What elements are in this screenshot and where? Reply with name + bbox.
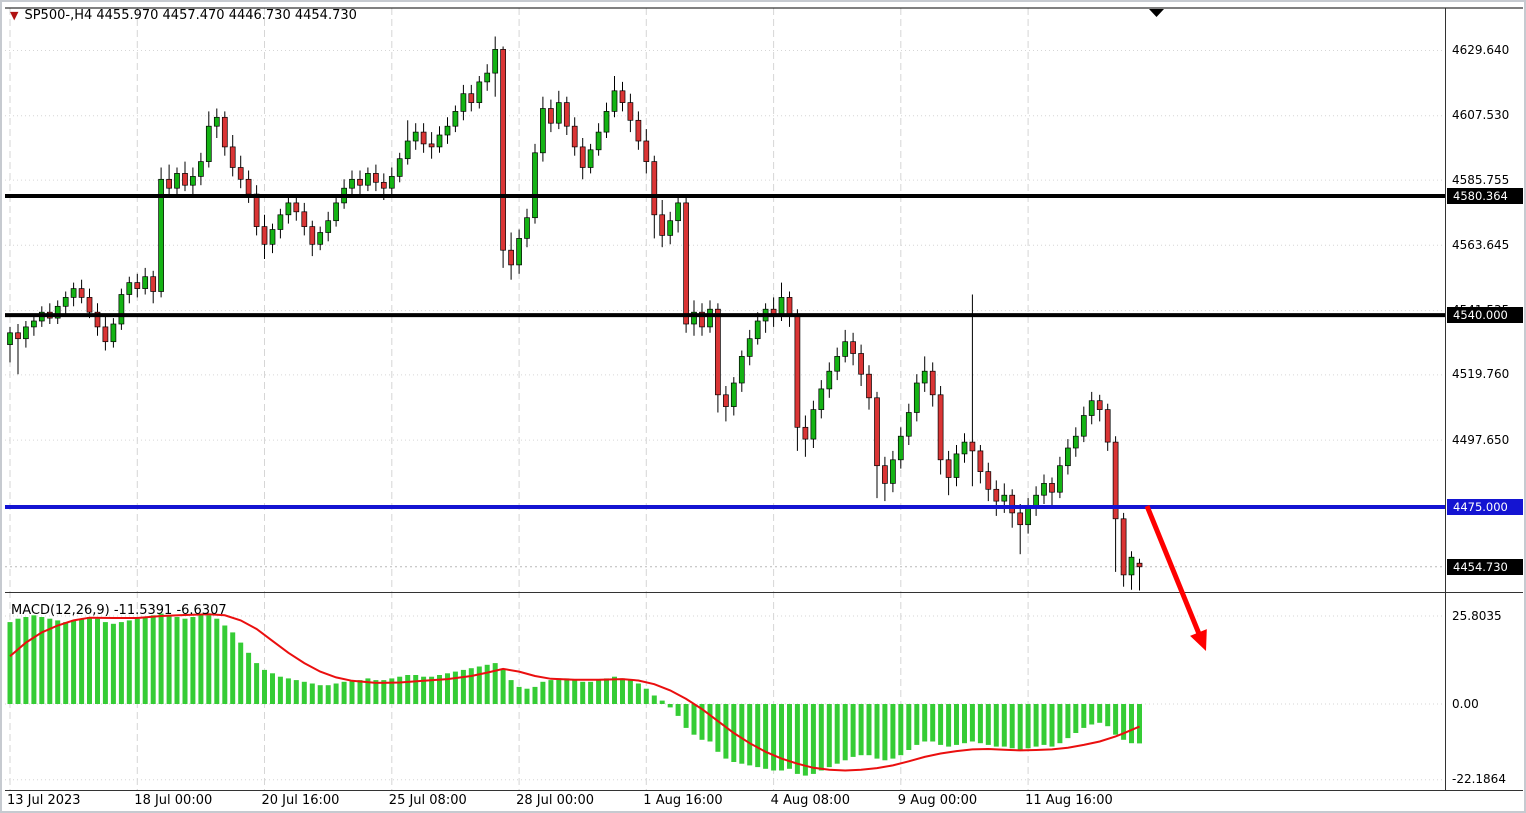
macd-axis-label: 25.8035 — [1452, 608, 1502, 623]
price-badge: 4454.730 — [1447, 558, 1523, 575]
price-axis-label: 4563.645 — [1452, 237, 1510, 252]
price-axis-label: 4607.530 — [1452, 108, 1510, 123]
time-axis-label: 25 Jul 08:00 — [388, 793, 467, 808]
price-axis-label: 4497.650 — [1452, 432, 1510, 447]
price-axis-label: 4519.760 — [1452, 367, 1510, 382]
chart-title-text: SP500-,H4 4455.970 4457.470 4446.730 445… — [24, 8, 357, 23]
price-badge: 4580.364 — [1447, 188, 1523, 204]
macd-histogram — [7, 613, 1142, 776]
macd-axis-label: 0.00 — [1452, 696, 1479, 711]
time-axis-label: 28 Jul 00:00 — [516, 793, 595, 808]
time-axis-label: 20 Jul 16:00 — [261, 793, 340, 808]
price-axis-label: 4585.755 — [1452, 172, 1510, 187]
candlestick-series — [7, 36, 1143, 591]
time-axis-label: 4 Aug 08:00 — [770, 793, 850, 808]
price-axis-label: 4629.640 — [1452, 43, 1510, 57]
chart-title: ▼ SP500-,H4 4455.970 4457.470 4446.730 4… — [10, 8, 357, 23]
time-axis-label: 1 Aug 16:00 — [643, 793, 723, 808]
price-badge: 4475.000 — [1447, 499, 1523, 515]
time-axis-label: 9 Aug 00:00 — [897, 793, 978, 808]
time-axis-label: 13 Jul 2023 — [7, 793, 81, 808]
macd-indicator-label: MACD(12,26,9) -11.5391 -6.6307 — [11, 603, 227, 618]
time-axis[interactable]: 13 Jul 2023 18 Jul 00:00 20 Jul 16:00 25 Ju… — [0, 791, 1526, 813]
time-axis-label: 11 Aug 16:00 — [1025, 793, 1113, 808]
price-axis[interactable]: 4629.6404607.5304585.7554563.6454541.535… — [1446, 0, 1526, 791]
price-badge: 4540.000 — [1447, 307, 1523, 324]
symbol-marker-icon: ▼ — [10, 9, 19, 22]
shift-end-marker-icon[interactable] — [1149, 9, 1164, 17]
macd-axis-label: -22.1864 — [1452, 772, 1506, 787]
trend-arrow-annotation — [1190, 629, 1207, 651]
time-axis-label: 18 Jul 00:00 — [134, 793, 213, 808]
macd-signal-line — [9, 613, 1140, 772]
